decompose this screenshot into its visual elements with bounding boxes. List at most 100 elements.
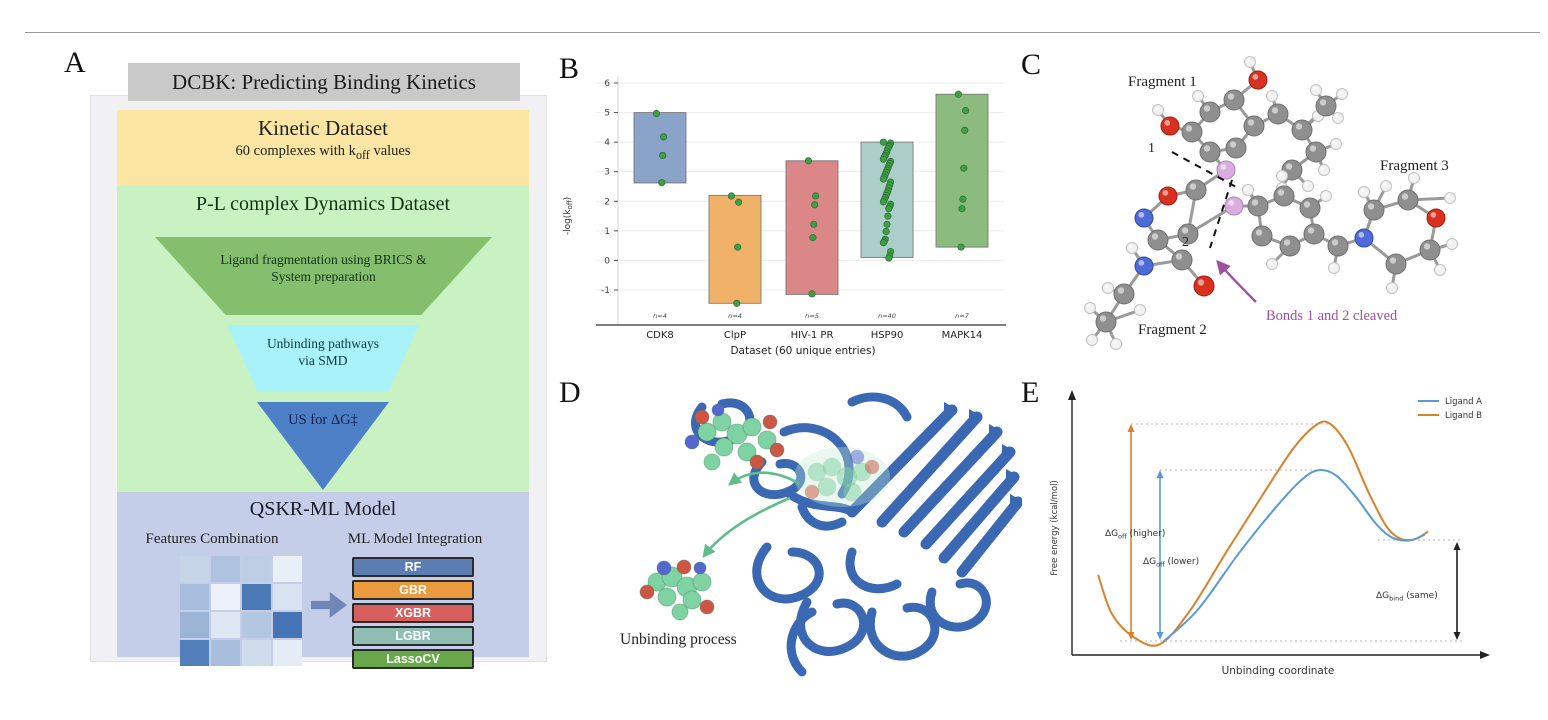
atom-h <box>1084 302 1096 314</box>
sheet-arrowhead <box>969 409 983 425</box>
bond-1-label: 1 <box>1148 141 1155 156</box>
data-point <box>885 205 893 213</box>
atom-highlight <box>1197 279 1205 286</box>
atom-highlight <box>1189 183 1197 190</box>
atom-h <box>1102 282 1114 294</box>
atom-highlight <box>1185 125 1193 132</box>
atom-h <box>1330 138 1342 150</box>
atom-highlight <box>1332 140 1337 144</box>
kinetic-dataset-title: Kinetic Dataset <box>257 116 389 140</box>
atom-highlight <box>1128 244 1133 248</box>
panel-b-label: B <box>559 52 580 85</box>
atom-h <box>1434 264 1446 276</box>
dg-off-lower-label: ΔGoff (lower) <box>1143 557 1199 569</box>
koff-chart: -1 0 1 2 3 4 5 6 n=4 CDK8 n=4 ClpP n=5 HIV-1 PR n=40 HS… <box>556 66 1016 366</box>
atom-n <box>1134 256 1154 276</box>
atom-highlight <box>1088 336 1093 340</box>
dynamics-dataset-title: P-L complex Dynamics Dataset <box>195 193 451 215</box>
category-label: ClpP <box>724 330 746 341</box>
molecule-figure: Fragment 1 Fragment 3 Fragment 2 1 2 Bon… <box>1020 48 1535 363</box>
features-heatmap <box>180 556 302 666</box>
atom-highlight <box>1320 166 1325 170</box>
atom-highlight <box>1388 284 1393 288</box>
ligand-atom <box>757 430 777 450</box>
sheet-arrowhead <box>1002 444 1016 460</box>
atom-c <box>1299 197 1321 219</box>
atom-c <box>1251 225 1273 247</box>
beta-sheet <box>956 496 1024 578</box>
heatmap-cell <box>242 612 271 638</box>
ligand-atom <box>817 477 837 497</box>
atom-highlight <box>1175 253 1183 260</box>
atom-highlight <box>1309 145 1317 152</box>
dg-bind-arrow-head-bottom <box>1453 632 1461 640</box>
atom-x <box>1216 160 1236 180</box>
atom-highlight <box>1229 141 1237 148</box>
atom-x <box>1224 196 1244 216</box>
ribbon <box>797 502 847 531</box>
x-axis-title: Unbinding coordinate <box>1222 665 1335 677</box>
y-tick-label: 1 <box>604 227 610 237</box>
atom-highlight <box>1314 112 1319 116</box>
data-point <box>959 195 967 203</box>
atom-highlight <box>1331 239 1339 246</box>
ribbon <box>782 487 857 517</box>
atom-highlight <box>1203 105 1211 112</box>
y-tick-label: 2 <box>604 197 610 207</box>
data-point <box>879 155 887 163</box>
heatmap-cell <box>211 584 240 610</box>
cleaved-bonds-arrow <box>1216 259 1257 303</box>
atom-c <box>1303 223 1325 245</box>
atom-highlight <box>1251 199 1259 206</box>
y-tick-label: 6 <box>604 79 610 89</box>
n-label: n=5 <box>805 312 819 320</box>
ligand-atom <box>676 559 692 575</box>
data-point <box>961 126 969 134</box>
atom-highlight <box>1277 189 1285 196</box>
atom-n <box>1134 208 1154 228</box>
n-label: n=40 <box>878 312 896 320</box>
atom-h <box>1328 262 1340 274</box>
atom-o <box>1158 186 1178 206</box>
atom-highlight <box>1303 201 1311 208</box>
free-energy-chart: ΔGoff (higher) ΔGoff (lower) ΔGbind (same)… <box>1020 378 1530 698</box>
category-label: MAPK14 <box>942 330 983 341</box>
atom-highlight <box>1246 58 1251 62</box>
ligand-atom <box>671 603 689 621</box>
atom-highlight <box>1104 284 1109 288</box>
heatmap-cell <box>180 640 209 666</box>
ribbon <box>796 597 869 656</box>
atom-highlight <box>1278 172 1283 176</box>
atom-h <box>1358 186 1370 198</box>
data-point <box>954 90 962 98</box>
heatmap-cell <box>211 612 240 638</box>
ligand-atom <box>656 560 672 576</box>
atom-highlight <box>1430 211 1437 218</box>
sheet-arrowhead <box>1006 469 1020 485</box>
model-box-xgbr: XGBR <box>352 603 474 623</box>
atom-highlight <box>1227 93 1235 100</box>
atom-highlight <box>1136 306 1141 310</box>
heatmap-cell <box>180 612 209 638</box>
atom-o <box>1193 275 1215 297</box>
atom-c <box>1095 311 1117 333</box>
fragment-2-label: Fragment 2 <box>1138 322 1207 338</box>
data-point <box>804 157 812 165</box>
bonds-cleaved-label: Bonds 1 and 2 cleaved <box>1266 308 1398 324</box>
atom-c <box>1243 115 1265 137</box>
atom-c <box>1327 235 1349 257</box>
atom-c <box>1363 199 1385 221</box>
atom-highlight <box>1268 92 1273 96</box>
atom-c <box>1171 249 1193 271</box>
x-axis-title: Dataset (60 unique entries) <box>730 345 875 357</box>
atom-h <box>1192 90 1204 102</box>
atom-c <box>1147 229 1169 251</box>
atom-n <box>1354 228 1374 248</box>
data-point <box>882 227 890 235</box>
atom-h <box>1380 180 1392 192</box>
atom-h <box>1386 282 1398 294</box>
ligand-atom <box>804 484 820 500</box>
data-point <box>962 106 970 115</box>
atom-highlight <box>1112 340 1117 344</box>
ligand-atom <box>684 434 700 450</box>
